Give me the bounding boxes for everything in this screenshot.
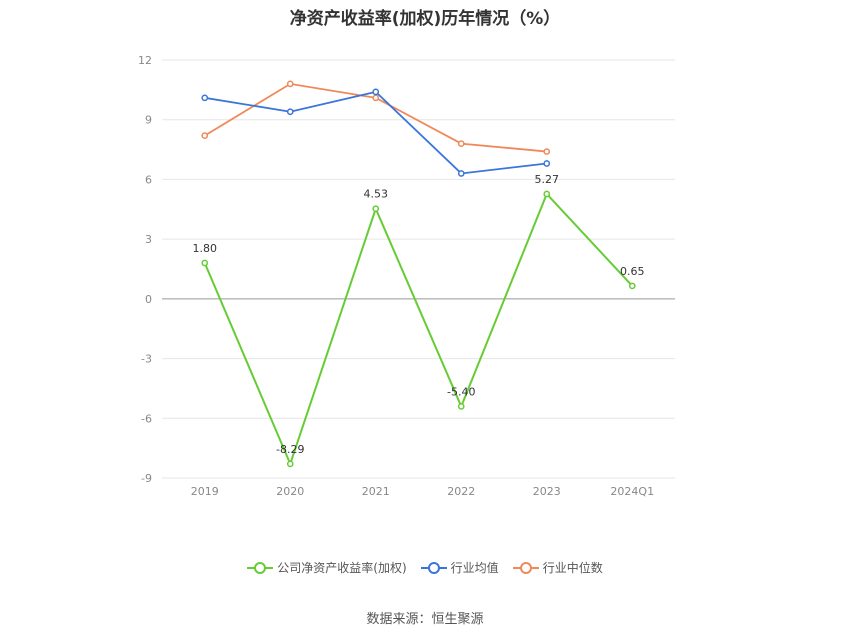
x-tick-label: 2021 bbox=[362, 485, 390, 498]
data-label: 1.80 bbox=[193, 242, 218, 255]
data-point bbox=[372, 94, 380, 102]
legend-item[interactable]: 行业均值 bbox=[420, 559, 499, 576]
legend-item[interactable]: 公司净资产收益率(加权) bbox=[247, 559, 407, 576]
data-label: 0.65 bbox=[620, 265, 645, 278]
data-point bbox=[201, 94, 209, 102]
data-point bbox=[372, 205, 380, 213]
x-tick-label: 2022 bbox=[447, 485, 475, 498]
y-tick-label: -9 bbox=[141, 472, 152, 485]
series-line bbox=[203, 192, 633, 467]
y-tick-label: 3 bbox=[145, 233, 152, 246]
legend-item[interactable]: 行业中位数 bbox=[512, 559, 603, 576]
y-tick-label: -6 bbox=[141, 412, 152, 425]
x-tick-label: 2019 bbox=[191, 485, 219, 498]
data-label: 5.27 bbox=[535, 173, 560, 186]
chart-title: 净资产收益率(加权)历年情况（%） bbox=[289, 9, 561, 29]
data-point bbox=[372, 88, 380, 96]
data-point bbox=[457, 170, 465, 177]
data-point bbox=[201, 259, 209, 267]
data-point bbox=[543, 190, 551, 198]
data-point bbox=[457, 140, 465, 147]
data-source: 数据来源：恒生聚源 bbox=[366, 612, 484, 627]
y-tick-label: 12 bbox=[138, 54, 152, 67]
legend-swatch-icon bbox=[512, 561, 539, 575]
legend: 公司净资产收益率(加权) 行业均值 行业中位数 bbox=[0, 559, 850, 576]
legend-swatch-icon bbox=[420, 561, 447, 575]
legend-label: 行业中位数 bbox=[542, 561, 603, 575]
legend-label: 公司净资产收益率(加权) bbox=[277, 561, 407, 575]
data-label: 4.53 bbox=[364, 188, 389, 201]
x-tick-label: 2024Q1 bbox=[610, 485, 654, 498]
data-point bbox=[543, 160, 551, 167]
legend-label: 行业均值 bbox=[450, 561, 499, 575]
x-tick-label: 2020 bbox=[276, 485, 304, 498]
y-tick-label: 6 bbox=[145, 173, 152, 186]
y-tick-label: 0 bbox=[145, 293, 152, 306]
x-tick-label: 2023 bbox=[533, 485, 561, 498]
data-point bbox=[201, 132, 209, 139]
data-point bbox=[543, 148, 551, 155]
y-tick-label: -3 bbox=[141, 353, 152, 366]
data-label: -5.40 bbox=[447, 385, 475, 398]
data-point bbox=[457, 402, 465, 410]
data-label: -8.29 bbox=[276, 443, 304, 456]
data-point bbox=[286, 80, 294, 88]
data-point bbox=[286, 460, 294, 468]
data-point bbox=[628, 282, 636, 290]
legend-swatch-icon bbox=[247, 561, 274, 575]
data-point bbox=[286, 108, 294, 116]
y-tick-label: 9 bbox=[145, 114, 152, 127]
